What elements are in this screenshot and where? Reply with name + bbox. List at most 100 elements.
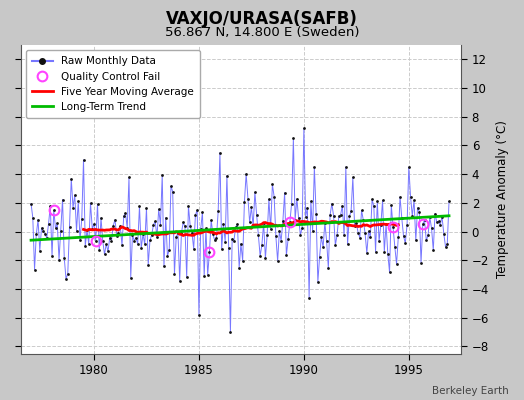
- Point: [140, 241, 149, 248]
- Point: [284, 235, 292, 242]
- Point: [433, 219, 441, 225]
- Point: [99, 238, 107, 244]
- Point: [244, 196, 252, 202]
- Point: [174, 230, 182, 236]
- Point: [42, 235, 51, 241]
- Point: [378, 197, 387, 204]
- Point: [81, 243, 90, 249]
- Point: [328, 200, 336, 207]
- Point: [79, 157, 88, 163]
- Point: [398, 215, 406, 222]
- Point: [86, 200, 95, 206]
- Point: [394, 234, 402, 240]
- Point: [36, 247, 44, 254]
- Point: [161, 214, 170, 221]
- Point: [438, 214, 446, 220]
- Point: [242, 170, 250, 177]
- Point: [301, 214, 310, 220]
- Point: [445, 198, 453, 205]
- Point: [155, 206, 163, 212]
- Point: [401, 240, 409, 246]
- Point: [109, 222, 117, 229]
- Point: [53, 220, 61, 227]
- Point: [286, 219, 294, 225]
- Point: [170, 271, 179, 278]
- Point: [305, 294, 313, 301]
- Point: [143, 205, 151, 211]
- Point: [76, 236, 84, 243]
- Point: [160, 263, 168, 270]
- Point: [48, 253, 56, 259]
- Point: [139, 231, 147, 237]
- Point: [336, 212, 345, 218]
- Point: [333, 232, 341, 238]
- Point: [303, 204, 312, 211]
- Point: [196, 226, 205, 232]
- Point: [419, 221, 427, 227]
- Point: [158, 172, 167, 178]
- Point: [240, 199, 248, 205]
- Point: [364, 228, 373, 234]
- Point: [67, 176, 75, 182]
- Point: [95, 246, 103, 253]
- Point: [298, 225, 307, 231]
- Point: [156, 222, 165, 228]
- Point: [37, 225, 46, 231]
- Point: [366, 234, 375, 240]
- Point: [151, 218, 159, 225]
- Point: [293, 196, 301, 202]
- Point: [188, 230, 196, 236]
- Point: [50, 207, 58, 213]
- Point: [282, 252, 291, 259]
- Point: [88, 226, 96, 232]
- Point: [83, 227, 91, 233]
- Point: [144, 262, 152, 268]
- Point: [169, 188, 177, 195]
- Point: [202, 225, 210, 232]
- Point: [105, 234, 114, 241]
- Point: [186, 222, 194, 229]
- Y-axis label: Temperature Anomaly (°C): Temperature Anomaly (°C): [496, 120, 509, 278]
- Point: [403, 222, 411, 228]
- Point: [45, 221, 53, 227]
- Point: [233, 221, 242, 228]
- Legend: Raw Monthly Data, Quality Control Fail, Five Year Moving Average, Long-Term Tren: Raw Monthly Data, Quality Control Fail, …: [26, 50, 200, 118]
- Point: [130, 238, 138, 244]
- Point: [114, 230, 123, 236]
- Point: [153, 234, 161, 240]
- Point: [84, 241, 93, 247]
- Point: [411, 237, 420, 244]
- Point: [356, 234, 364, 241]
- Point: [249, 223, 257, 230]
- Point: [149, 222, 158, 228]
- Point: [345, 213, 354, 220]
- Point: [266, 226, 275, 232]
- Point: [279, 218, 287, 224]
- Point: [369, 203, 378, 210]
- Point: [128, 232, 137, 238]
- Point: [441, 244, 450, 250]
- Point: [104, 248, 112, 254]
- Point: [223, 172, 231, 179]
- Point: [294, 215, 303, 221]
- Point: [57, 227, 65, 234]
- Point: [390, 244, 399, 250]
- Point: [309, 227, 317, 234]
- Point: [372, 248, 380, 255]
- Point: [392, 261, 401, 268]
- Point: [310, 164, 319, 170]
- Point: [413, 204, 422, 211]
- Point: [176, 277, 184, 284]
- Point: [382, 221, 390, 228]
- Point: [342, 164, 350, 170]
- Point: [237, 240, 245, 247]
- Text: 56.867 N, 14.800 E (Sweden): 56.867 N, 14.800 E (Sweden): [165, 26, 359, 39]
- Point: [440, 230, 448, 237]
- Point: [125, 174, 133, 181]
- Point: [224, 244, 233, 251]
- Point: [275, 228, 283, 234]
- Point: [121, 210, 129, 216]
- Point: [235, 264, 243, 271]
- Point: [97, 214, 105, 221]
- Point: [352, 220, 361, 226]
